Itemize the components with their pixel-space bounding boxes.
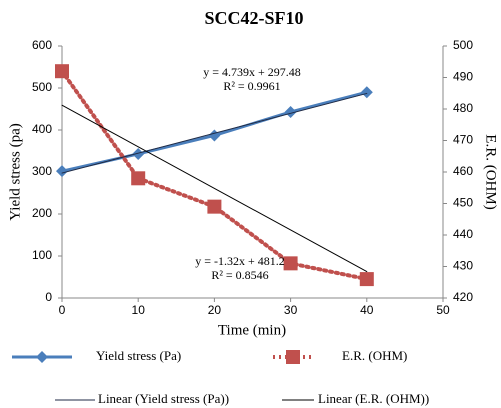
y2-tick-label: 500 [453, 38, 473, 52]
y-tick-label: 400 [32, 122, 52, 136]
point [208, 129, 221, 142]
legend-label: Linear (Yield stress (Pa)) [98, 391, 229, 406]
point [207, 199, 222, 214]
y2-tick-label: 460 [453, 164, 473, 178]
legend-marker [36, 351, 48, 363]
x-tick-label: 30 [284, 303, 298, 317]
legend-label: Yield stress (Pa) [96, 348, 181, 363]
legend-label: E.R. (OHM) [342, 348, 407, 363]
point [56, 165, 68, 178]
x-tick-label: 0 [59, 303, 66, 317]
y2-tick-label: 440 [453, 227, 473, 241]
trendline [61, 92, 368, 174]
y-tick-label: 0 [45, 290, 52, 304]
trendline [61, 104, 368, 273]
x-tick-label: 10 [132, 303, 146, 317]
point [360, 86, 373, 99]
point [131, 171, 146, 186]
point [359, 272, 374, 287]
point [132, 147, 145, 160]
chart-title: SCC42-SF10 [204, 8, 303, 28]
y2-tick-label: 420 [453, 290, 473, 304]
point [283, 256, 298, 271]
x-tick-label: 40 [360, 303, 374, 317]
y2-axis-title: E.R. (OHM) [483, 134, 499, 209]
annotation: y = 4.739x + 297.48 [203, 65, 301, 79]
legend-label: Linear (E.R. (OHM)) [318, 391, 429, 406]
y2-tick-label: 430 [453, 259, 473, 273]
y-tick-label: 300 [32, 164, 52, 178]
y-tick-label: 200 [32, 206, 52, 220]
annotation: R² = 0.9961 [223, 79, 280, 93]
y2-tick-label: 470 [453, 133, 473, 147]
x-tick-label: 50 [436, 303, 450, 317]
annotation: y = -1.32x + 481.2 [195, 254, 285, 268]
y-tick-label: 600 [32, 38, 52, 52]
x-axis-title: Time (min) [218, 322, 286, 338]
y2-tick-label: 480 [453, 101, 473, 115]
annotation: R² = 0.8546 [211, 268, 268, 282]
point [284, 105, 297, 118]
legend-marker [286, 350, 300, 364]
y-tick-label: 100 [32, 248, 52, 262]
y2-tick-label: 490 [453, 70, 473, 84]
y2-tick-label: 450 [453, 196, 473, 210]
point [55, 64, 69, 79]
x-tick-label: 20 [208, 303, 222, 317]
y-tick-label: 500 [32, 80, 52, 94]
y-axis-title: Yield stress (pa) [7, 123, 23, 220]
series-line [60, 69, 369, 282]
